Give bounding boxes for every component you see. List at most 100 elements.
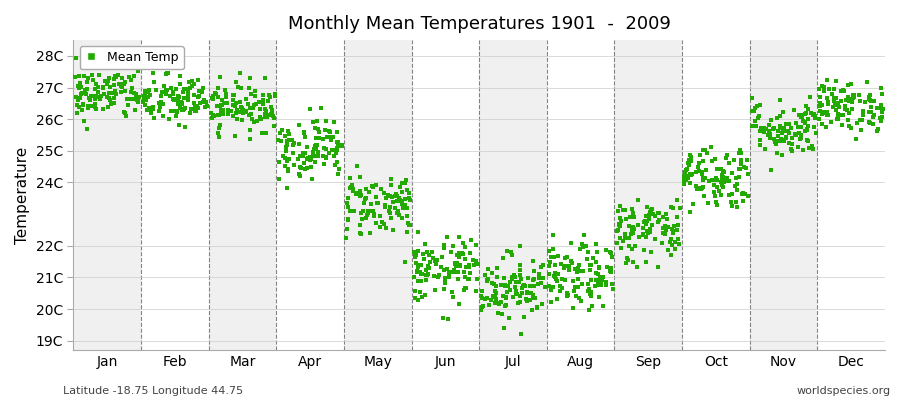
Point bbox=[106, 75, 121, 82]
Point bbox=[671, 222, 686, 229]
Point bbox=[568, 284, 582, 290]
Point bbox=[115, 80, 130, 87]
Point bbox=[491, 310, 506, 316]
Point bbox=[520, 298, 535, 304]
Point bbox=[598, 279, 613, 285]
Point bbox=[471, 261, 485, 267]
Point bbox=[507, 272, 521, 279]
Point bbox=[709, 175, 724, 181]
Point bbox=[236, 106, 250, 113]
Point bbox=[429, 257, 444, 264]
Point bbox=[617, 231, 632, 237]
Point bbox=[256, 92, 270, 98]
Point bbox=[282, 137, 296, 143]
Point bbox=[185, 82, 200, 89]
Point bbox=[171, 93, 185, 100]
Point bbox=[826, 95, 841, 101]
Point bbox=[529, 305, 544, 311]
Point bbox=[235, 105, 249, 112]
Point bbox=[544, 287, 558, 294]
Point bbox=[237, 108, 251, 114]
Point bbox=[130, 98, 145, 105]
Point bbox=[478, 272, 492, 278]
Point bbox=[169, 108, 184, 114]
Point bbox=[640, 218, 654, 224]
Point bbox=[536, 274, 550, 281]
Point bbox=[459, 264, 473, 271]
Point bbox=[361, 209, 375, 216]
Point bbox=[181, 90, 195, 96]
Point bbox=[278, 163, 293, 170]
Point bbox=[70, 101, 85, 108]
Point bbox=[92, 94, 106, 100]
Point bbox=[845, 92, 859, 98]
Point bbox=[120, 57, 134, 63]
Point bbox=[757, 125, 771, 132]
Point bbox=[461, 275, 475, 282]
Point bbox=[794, 114, 808, 120]
Point bbox=[153, 104, 167, 110]
Point bbox=[188, 108, 202, 114]
Point bbox=[330, 138, 345, 145]
Point bbox=[661, 224, 675, 230]
Point bbox=[141, 107, 156, 113]
Point bbox=[434, 264, 448, 270]
Point bbox=[425, 249, 439, 255]
Point bbox=[93, 96, 107, 102]
Point bbox=[606, 286, 620, 292]
Point bbox=[357, 195, 372, 202]
Point bbox=[711, 188, 725, 194]
Point bbox=[469, 241, 483, 248]
Point bbox=[174, 99, 188, 105]
Point bbox=[176, 86, 191, 92]
Point bbox=[716, 184, 730, 190]
Point bbox=[613, 222, 627, 229]
Point bbox=[266, 123, 281, 129]
Point bbox=[139, 88, 153, 95]
Point bbox=[428, 287, 442, 293]
Point bbox=[726, 156, 741, 163]
Point bbox=[243, 75, 257, 81]
Point bbox=[322, 129, 337, 135]
Point bbox=[438, 280, 453, 287]
Point bbox=[453, 262, 467, 269]
Point bbox=[76, 72, 91, 79]
Point bbox=[138, 102, 152, 108]
Point bbox=[319, 118, 333, 124]
Point bbox=[187, 92, 202, 98]
Point bbox=[72, 80, 86, 86]
Point bbox=[508, 288, 523, 294]
Point bbox=[394, 198, 409, 204]
Point bbox=[226, 92, 240, 98]
Point bbox=[763, 117, 778, 123]
Point bbox=[106, 89, 121, 96]
Point bbox=[624, 230, 638, 237]
Point bbox=[536, 262, 550, 268]
Point bbox=[420, 248, 435, 255]
Point bbox=[680, 175, 695, 182]
Point bbox=[645, 210, 660, 217]
Point bbox=[772, 97, 787, 103]
Point bbox=[572, 262, 587, 268]
Point bbox=[280, 158, 294, 164]
Point bbox=[814, 111, 829, 117]
Point bbox=[212, 134, 226, 140]
Point bbox=[716, 172, 730, 178]
Point bbox=[619, 216, 634, 222]
Point bbox=[230, 107, 245, 114]
Point bbox=[757, 129, 771, 135]
Point bbox=[224, 108, 238, 115]
Point bbox=[100, 80, 114, 87]
Point bbox=[231, 84, 246, 90]
Point bbox=[178, 86, 193, 92]
Point bbox=[584, 289, 598, 295]
Point bbox=[716, 178, 731, 185]
Point bbox=[107, 95, 122, 101]
Point bbox=[176, 100, 190, 106]
Point bbox=[861, 96, 876, 102]
Point bbox=[670, 227, 684, 233]
Point bbox=[517, 282, 531, 288]
Point bbox=[410, 268, 424, 275]
Point bbox=[698, 175, 713, 181]
Point bbox=[391, 207, 405, 214]
